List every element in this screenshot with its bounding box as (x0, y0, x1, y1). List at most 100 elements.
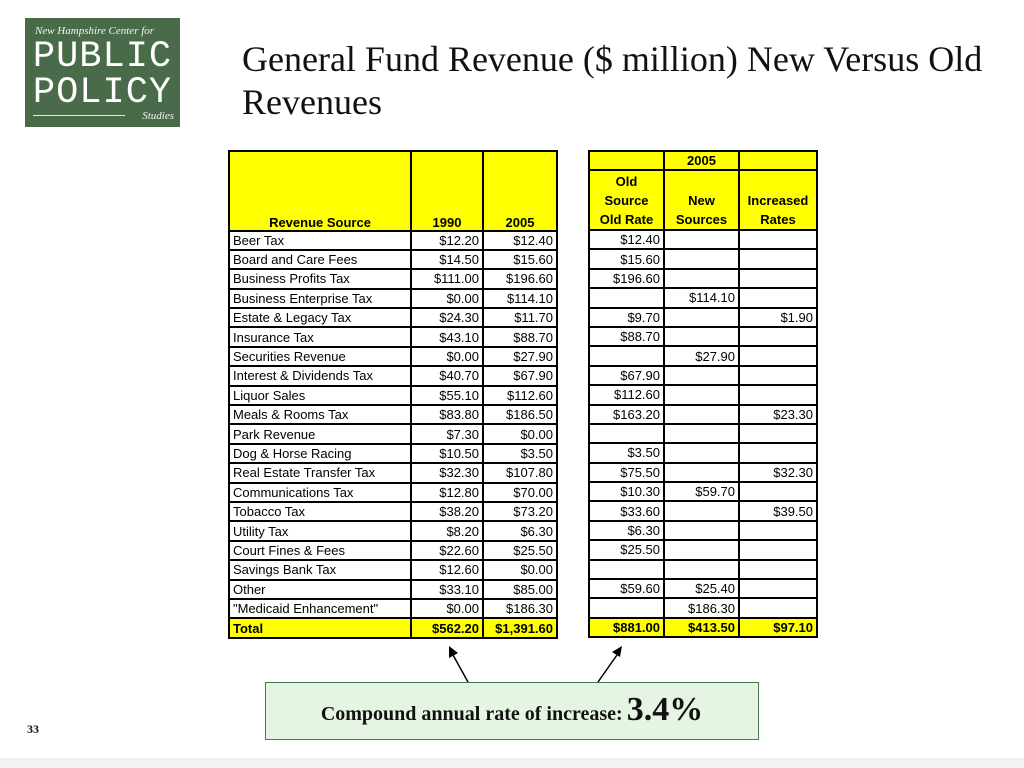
cell-old-source: $196.60 (588, 267, 665, 290)
cell-total-new: $413.50 (663, 616, 740, 639)
col-group-header-2005: 2005 (663, 150, 740, 171)
cell-new-sources: $27.90 (663, 345, 740, 367)
col-header-increased-rates-text: Increased Rates (747, 193, 809, 227)
cell-total-inc: $97.10 (738, 616, 818, 639)
cell-new-sources (663, 539, 740, 561)
table-row: Liquor Sales $55.10 $112.60 (228, 384, 558, 407)
cell-new-sources: $25.40 (663, 578, 740, 600)
table-row: $9.70 $1.90 (588, 306, 818, 328)
cell-1990: $43.10 (410, 326, 484, 348)
table-row: "Medicaid Enhancement" $0.00 $186.30 (228, 597, 558, 620)
callout-box: Compound annual rate of increase: 3.4% (265, 682, 759, 740)
cell-2005: $3.50 (482, 442, 558, 465)
cell-1990: $12.80 (410, 481, 484, 503)
cell-increased-rates (738, 384, 818, 406)
cell-source: Tobacco Tax (228, 500, 412, 523)
cell-source: Business Profits Tax (228, 268, 412, 290)
table-row: Board and Care Fees $14.50 $15.60 (228, 248, 558, 271)
table-row: $10.30 $59.70 (588, 481, 818, 503)
cell-1990: $83.80 (410, 403, 484, 426)
table-row: Court Fines & Fees $22.60 $25.50 (228, 539, 558, 562)
col-header-revenue-source: Revenue Source (228, 150, 412, 232)
cell-new-sources (663, 228, 740, 251)
table-row: Utility Tax $8.20 $6.30 (228, 520, 558, 542)
cell-old-source: $163.20 (588, 403, 665, 425)
cell-old-source (588, 345, 665, 367)
cell-source: "Medicaid Enhancement" (228, 597, 412, 620)
cell-source: Park Revenue (228, 423, 412, 445)
cell-1990: $12.60 (410, 559, 484, 581)
table-row (588, 558, 818, 581)
table-row: Beer Tax $12.20 $12.40 (228, 229, 558, 251)
cell-1990: $0.00 (410, 287, 484, 310)
cell-old-source: $33.60 (588, 500, 665, 522)
table-row: $114.10 (588, 287, 818, 309)
cell-increased-rates (738, 442, 818, 464)
cell-total-label: Total (228, 617, 412, 639)
table-row: Business Profits Tax $111.00 $196.60 (228, 268, 558, 290)
cell-source: Real Estate Transfer Tax (228, 462, 412, 484)
empty-header-cell (588, 150, 665, 171)
logo-top-text: New Hampshire Center for (35, 25, 155, 37)
cell-new-sources (663, 248, 740, 270)
cell-increased-rates (738, 228, 818, 251)
logo-rule (33, 115, 125, 116)
cell-source: Securities Revenue (228, 345, 412, 368)
cell-2005: $88.70 (482, 326, 558, 348)
footer-band (0, 758, 1024, 768)
page-number: 33 (27, 722, 39, 736)
table-row: $6.30 (588, 519, 818, 542)
cell-2005: $6.30 (482, 520, 558, 542)
col-header-new-sources: New Sources (663, 169, 740, 231)
cell-2005: $107.80 (482, 462, 558, 484)
cell-increased-rates (738, 558, 818, 581)
cell-source: Beer Tax (228, 229, 412, 251)
table-row: $67.90 (588, 364, 818, 387)
cell-source: Utility Tax (228, 520, 412, 542)
cell-1990: $14.50 (410, 248, 484, 271)
cell-old-source: $75.50 (588, 461, 665, 484)
cell-new-sources (663, 384, 740, 406)
cell-old-source: $6.30 (588, 519, 665, 542)
cell-2005: $27.90 (482, 345, 558, 368)
cell-old-source: $88.70 (588, 325, 665, 348)
table-row: $33.60 $39.50 (588, 500, 818, 522)
col-header-new-sources-text: New Sources (675, 193, 728, 227)
table-row: Tobacco Tax $38.20 $73.20 (228, 500, 558, 523)
table-row: Park Revenue $7.30 $0.00 (228, 423, 558, 445)
cell-1990: $8.20 (410, 520, 484, 542)
logo-studies-text: Studies (142, 110, 174, 122)
table-row: Savings Bank Tax $12.60 $0.00 (228, 559, 558, 581)
cell-2005: $0.00 (482, 423, 558, 445)
cell-source: Interest & Dividends Tax (228, 365, 412, 387)
cell-new-sources (663, 422, 740, 445)
cell-old-source (588, 597, 665, 619)
logo-line-public: PUBLIC (32, 36, 173, 78)
revenue-table-right: 2005 Old Source Old Rate New Sources Inc… (588, 150, 818, 639)
cell-old-source (588, 422, 665, 445)
table-row: $15.60 (588, 248, 818, 270)
cell-new-sources: $59.70 (663, 481, 740, 503)
table-row: $75.50 $32.30 (588, 461, 818, 484)
table-row: Estate & Legacy Tax $24.30 $11.70 (228, 307, 558, 329)
cell-source: Court Fines & Fees (228, 539, 412, 562)
logo-line-policy: POLICY (32, 72, 173, 114)
cell-old-source: $12.40 (588, 228, 665, 251)
cell-old-source: $15.60 (588, 248, 665, 270)
cell-new-sources (663, 325, 740, 348)
cell-2005: $112.60 (482, 384, 558, 407)
cell-increased-rates (738, 519, 818, 542)
cell-2005: $11.70 (482, 307, 558, 329)
cell-total-1990: $562.20 (410, 617, 484, 639)
cell-increased-rates: $32.30 (738, 461, 818, 484)
cell-source: Liquor Sales (228, 384, 412, 407)
cell-increased-rates (738, 422, 818, 445)
cell-new-sources (663, 306, 740, 328)
callout-value: 3.4% (626, 691, 704, 728)
table-row: Other $33.10 $85.00 (228, 578, 558, 600)
table-row: Dog & Horse Racing $10.50 $3.50 (228, 442, 558, 465)
cell-increased-rates (738, 345, 818, 367)
table-row: Meals & Rooms Tax $83.80 $186.50 (228, 403, 558, 426)
table-row-total: Total $562.20 $1,391.60 (228, 617, 558, 639)
cell-2005: $85.00 (482, 578, 558, 600)
